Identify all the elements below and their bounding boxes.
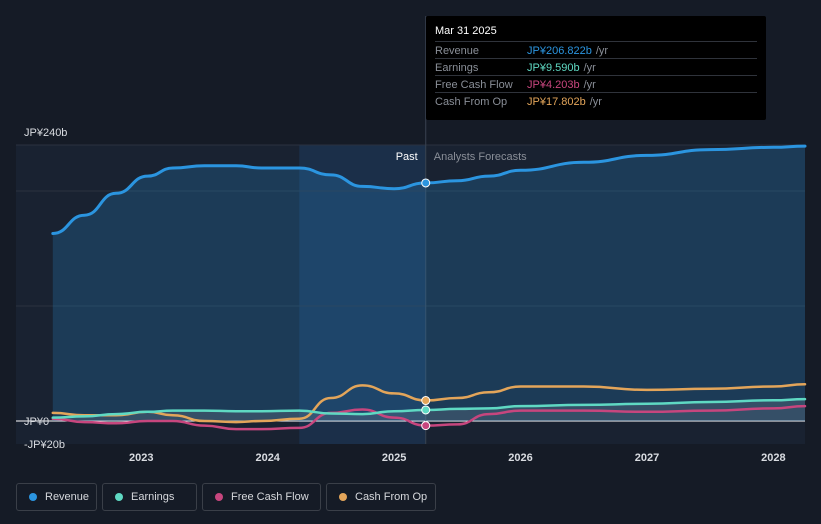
legend-label: Free Cash Flow <box>231 491 309 503</box>
tooltip-unit: /yr <box>583 62 596 74</box>
tooltip-value: JP¥4.203b/yr <box>527 79 596 91</box>
tooltip-unit: /yr <box>583 79 596 91</box>
cash-from-op-marker <box>421 396 431 406</box>
legend-item-earnings[interactable]: Earnings <box>102 483 197 511</box>
past-label: Past <box>396 151 418 163</box>
legend-label: Cash From Op <box>355 491 428 503</box>
free-cash-flow-line <box>51 404 807 431</box>
legend-item-revenue[interactable]: Revenue <box>16 483 97 511</box>
legend-item-free-cash-flow[interactable]: Free Cash Flow <box>202 483 321 511</box>
y-axis-label: -JP¥20b <box>24 439 65 451</box>
tooltip-value: JP¥9.590b/yr <box>527 62 596 74</box>
legend-item-cash-from-op[interactable]: Cash From Op <box>326 483 436 511</box>
tooltip-row-revenue: Revenue JP¥206.822b/yr <box>435 41 757 59</box>
tooltip-value-text: JP¥206.822b <box>527 45 592 57</box>
axes: JP¥240b JP¥0 -JP¥20b 2023 2024 2025 2026 2027 20… <box>24 127 786 464</box>
revenue-area-fill <box>52 146 806 421</box>
cash-from-op-line <box>51 382 807 424</box>
x-tick-label: 2027 <box>635 452 659 464</box>
tooltip-value-text: JP¥9.590b <box>527 62 580 74</box>
series-markers <box>421 178 431 431</box>
legend-label: Earnings <box>131 491 175 503</box>
tooltip-row-free-cash-flow: Free Cash Flow JP¥4.203b/yr <box>435 75 757 93</box>
x-tick-label: 2025 <box>382 452 406 464</box>
chart-background <box>16 145 805 444</box>
revenue-marker <box>421 178 431 188</box>
x-tick-label: 2026 <box>508 452 532 464</box>
tooltip-value: JP¥206.822b/yr <box>527 45 608 57</box>
revenue-line <box>51 144 807 235</box>
legend-label: Revenue <box>45 491 90 503</box>
tooltip-label: Free Cash Flow <box>435 79 513 91</box>
earnings-line <box>51 397 807 419</box>
tooltip-value: JP¥17.802b/yr <box>527 96 602 108</box>
tooltip-label: Earnings <box>435 62 479 74</box>
x-tick-label: 2028 <box>761 452 785 464</box>
revenue-dot-icon <box>29 493 37 501</box>
tooltip-value-text: JP¥4.203b <box>527 79 580 91</box>
tooltip-label: Revenue <box>435 45 480 57</box>
tooltip-label: Cash From Op <box>435 96 508 108</box>
tooltip: Mar 31 2025 Revenue JP¥206.822b/yr Earni… <box>426 16 766 120</box>
y-axis-label: JP¥240b <box>24 127 67 139</box>
revenue-area <box>52 146 806 421</box>
tooltip-row-earnings: Earnings JP¥9.590b/yr <box>435 58 757 76</box>
earnings-marker <box>421 405 431 415</box>
tooltip-date: Mar 31 2025 <box>435 25 497 37</box>
forecast-label: Analysts Forecasts <box>434 151 527 163</box>
y-axis-label: JP¥0 <box>24 416 49 428</box>
series-lines <box>51 144 807 431</box>
tooltip-unit: /yr <box>589 96 602 108</box>
tooltip-row-cash-from-op: Cash From Op JP¥17.802b/yr <box>435 92 757 110</box>
earnings-dot-icon <box>115 493 123 501</box>
x-tick-label: 2024 <box>255 452 280 464</box>
free-cash-flow-dot-icon <box>215 493 223 501</box>
free-cash-flow-marker <box>421 421 431 431</box>
x-tick-label: 2023 <box>129 452 153 464</box>
tooltip-value-text: JP¥17.802b <box>527 96 586 108</box>
cash-from-op-dot-icon <box>339 493 347 501</box>
tooltip-unit: /yr <box>595 45 609 57</box>
